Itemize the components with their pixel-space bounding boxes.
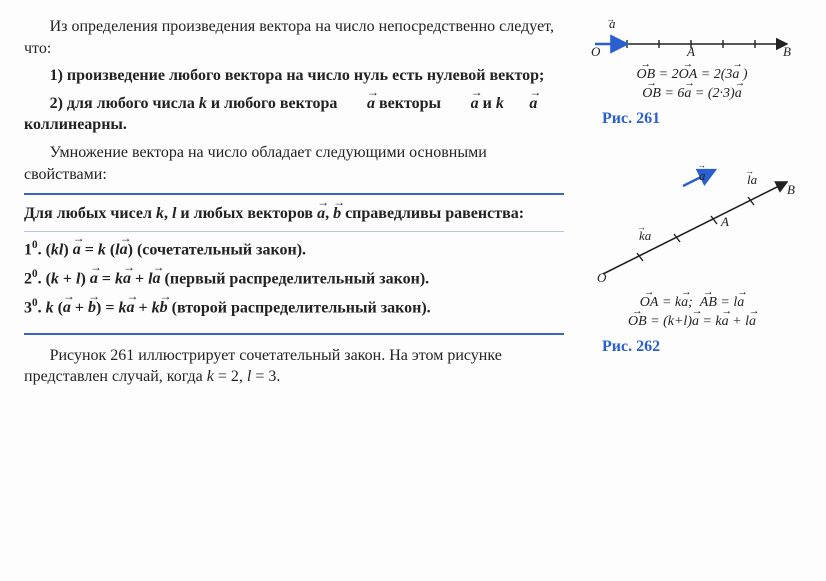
vector-b: b — [160, 297, 168, 319]
text: 2) для любого числа — [50, 95, 199, 112]
text: = 2, — [214, 368, 247, 385]
svg-text:B: B — [783, 44, 791, 56]
var-k: k — [152, 299, 160, 316]
svg-text:O: O — [591, 44, 601, 56]
svg-text:→: → — [606, 16, 615, 24]
text: + — [59, 270, 76, 287]
text: 2 — [24, 270, 32, 287]
text: векторы — [375, 95, 445, 112]
text: ) — [81, 270, 90, 287]
vector-b: b — [88, 297, 96, 319]
var-k: k — [496, 95, 504, 112]
figure-261-equations: OB = 2OA = 2(3a ) OB = 6a = (2·3)a — [582, 66, 802, 104]
figure-column: a → O A B OB = 2OA = 2(3a ) OB = 6a = (2… — [582, 16, 802, 394]
law-2: 20. (k + l) a = ka + la (первый распреде… — [24, 267, 564, 290]
var-k: k — [51, 270, 59, 287]
svg-text:A: A — [686, 44, 695, 56]
svg-text:A: A — [720, 214, 729, 229]
text: коллинеарны. — [24, 116, 127, 133]
laws-header: Для любых чисел k, l и любых векторов a,… — [24, 203, 564, 225]
figure-262-equations: OA = ka; AB = la OB = (k+l)a = ka + la — [582, 294, 802, 332]
figure-262-label: Рис. 262 — [582, 338, 802, 356]
svg-text:B: B — [787, 182, 795, 197]
figure-262: → a O A B ka → la → OA = ka; AB = la OB … — [582, 164, 802, 356]
var-k: k — [98, 241, 106, 258]
text: справедливы равенства: — [341, 205, 524, 222]
text: Для любых чисел — [24, 205, 156, 222]
vector-b: b — [333, 203, 341, 225]
text: . ( — [38, 241, 51, 258]
text: ( — [54, 299, 63, 316]
page: Из определения произведения вектора на ч… — [24, 16, 802, 394]
text: . ( — [38, 270, 51, 287]
vector-a: a — [341, 93, 375, 115]
text-column: Из определения произведения вектора на ч… — [24, 16, 564, 394]
var-k: k — [199, 95, 207, 112]
intro-paragraph: Из определения произведения вектора на ч… — [24, 16, 564, 59]
divider — [24, 231, 564, 232]
vector-a: a — [63, 297, 71, 319]
vector-a: a — [73, 239, 81, 261]
svg-text:O: O — [597, 270, 607, 284]
figure-261: a → O A B OB = 2OA = 2(3a ) OB = 6a = (2… — [582, 16, 802, 128]
vector-a: a — [153, 268, 161, 290]
var-k: k — [46, 299, 54, 316]
vector-a: a — [445, 93, 479, 115]
figure-261-label: Рис. 261 — [582, 110, 802, 128]
text: ) — [63, 241, 72, 258]
var-k: k — [119, 299, 127, 316]
figure-261-diagram: a → O A B — [587, 16, 797, 56]
law-name: (второй распределительный закон). — [172, 299, 431, 316]
property-2: 2) для любого числа k и любого вектора a… — [24, 93, 564, 136]
vector-a: a — [127, 297, 135, 319]
law-name: (первый распределительный закон). — [165, 270, 430, 287]
vector-a: a — [120, 239, 128, 261]
svg-text:→: → — [745, 166, 754, 176]
text: 1 — [24, 241, 32, 258]
closing-paragraph: Рисунок 261 иллюстрирует сочетательный з… — [24, 345, 564, 388]
property-1: 1) произведение любого вектора на число … — [24, 65, 564, 87]
text: 3 — [24, 299, 32, 316]
text: , — [164, 205, 172, 222]
law-1: 10. (kl) a = k (la) (сочетательный закон… — [24, 238, 564, 261]
law-3: 30. k (a + b) = ka + kb (второй распреде… — [24, 296, 564, 319]
vector-a: a — [317, 203, 325, 225]
svg-text:→: → — [637, 222, 646, 232]
text: = 3. — [251, 368, 280, 385]
text: и любых векторов — [176, 205, 317, 222]
text: ( — [106, 241, 115, 258]
figure-262-diagram: → a O A B ka → la → — [587, 164, 797, 284]
vector-a: a — [90, 268, 98, 290]
vector-a: a — [504, 93, 538, 115]
vector-a: a — [123, 268, 131, 290]
var-kl: kl — [51, 241, 63, 258]
law-name: (сочетательный закон). — [137, 241, 306, 258]
svg-text:a: a — [699, 168, 706, 183]
laws-box: Для любых чисел k, l и любых векторов a,… — [24, 193, 564, 334]
var-k: k — [115, 270, 123, 287]
properties-lead: Умножение вектора на число обладает след… — [24, 142, 564, 185]
var-k: k — [156, 205, 164, 222]
text: . — [38, 299, 46, 316]
text: и любого вектора — [207, 95, 342, 112]
var-k: k — [207, 368, 214, 385]
